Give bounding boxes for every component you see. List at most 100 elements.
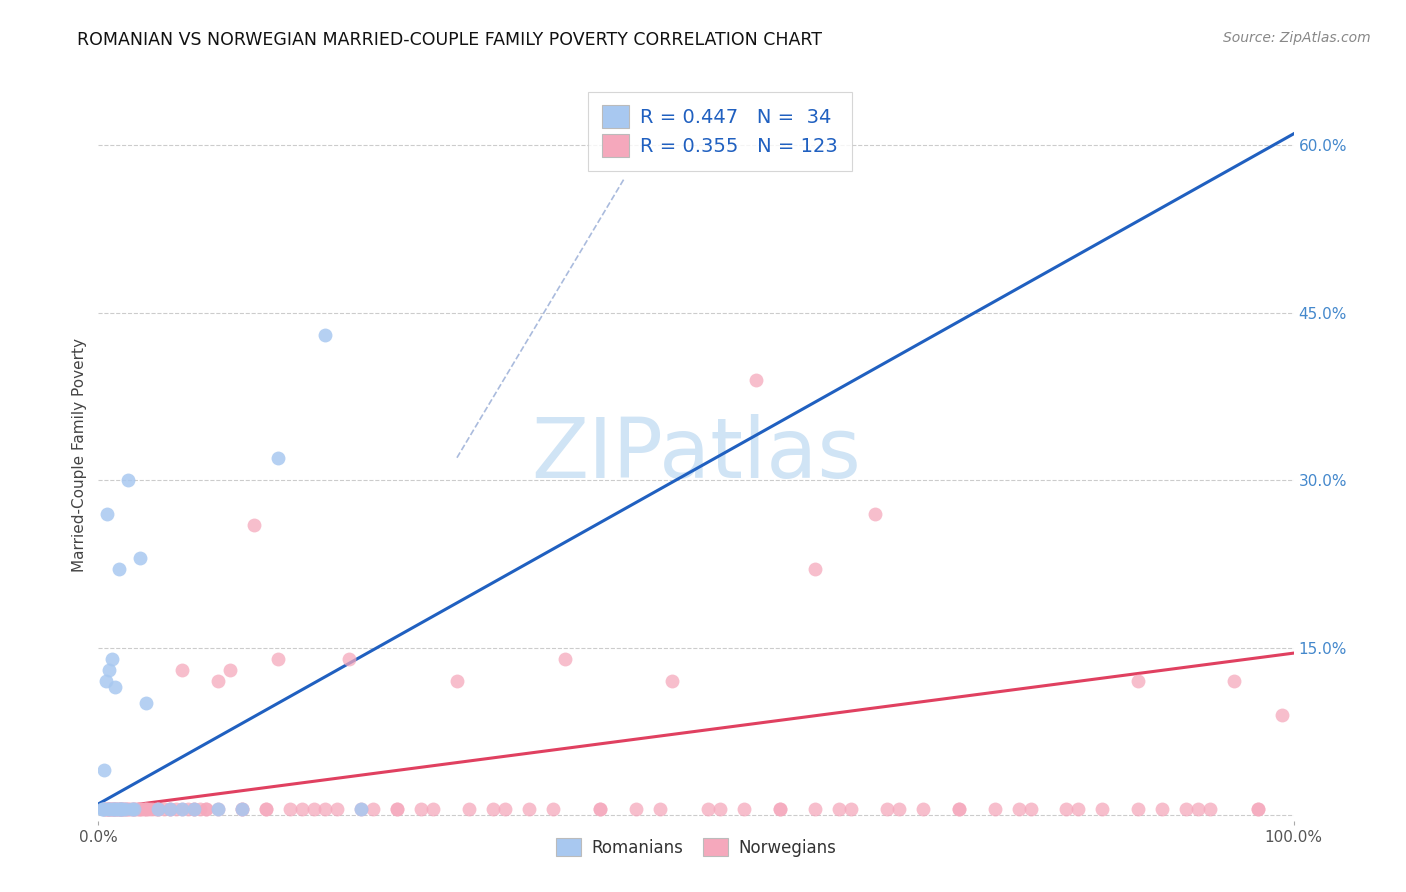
Point [103,802,125,816]
Point [411,802,433,816]
Point [122,802,145,816]
Point [135,697,157,711]
Point [1067,802,1090,816]
Point [302,802,325,816]
Point [129,551,152,566]
Point [94,674,117,689]
Point [254,802,277,816]
Point [363,802,385,816]
Point [93,802,115,816]
Point [458,802,481,816]
Point [117,802,139,816]
Point [121,802,143,816]
Point [93,802,115,816]
Point [183,802,205,816]
Point [804,562,827,576]
Point [98,802,122,816]
Point [93,764,115,778]
Point [1128,674,1150,689]
Point [1056,802,1078,816]
Point [339,651,361,665]
Point [96,802,118,816]
Point [1187,802,1209,816]
Point [1019,802,1042,816]
Point [98,802,122,816]
Point [110,802,132,816]
Point [231,802,253,816]
Point [98,802,121,816]
Point [350,802,373,816]
Y-axis label: Married-Couple Family Poverty: Married-Couple Family Poverty [72,338,87,572]
Point [107,562,129,576]
Point [207,802,229,816]
Point [231,802,253,816]
Point [107,802,129,816]
Point [183,802,205,816]
Point [112,802,135,816]
Point [494,802,516,816]
Point [865,507,887,521]
Point [195,802,218,816]
Point [172,802,194,816]
Point [517,802,540,816]
Point [91,802,114,816]
Point [138,802,160,816]
Point [141,802,163,816]
Point [104,680,127,694]
Point [148,802,170,816]
Point [110,802,132,816]
Point [876,802,898,816]
Point [97,802,120,816]
Point [1175,802,1198,816]
Point [177,802,200,816]
Point [125,802,148,816]
Point [315,327,337,342]
Point [911,802,934,816]
Point [105,802,128,816]
Point [111,802,134,816]
Point [117,802,139,816]
Point [128,802,150,816]
Point [104,802,127,816]
Point [195,802,218,816]
Point [804,802,827,816]
Point [219,663,242,677]
Point [108,802,131,816]
Point [135,802,157,816]
Point [1008,802,1031,816]
Point [135,802,157,816]
Point [385,802,409,816]
Point [98,802,122,816]
Point [1199,802,1222,816]
Point [385,802,409,816]
Point [101,802,124,816]
Point [1271,707,1294,722]
Point [589,802,612,816]
Point [697,802,720,816]
Point [589,802,612,816]
Point [124,802,146,816]
Point [350,802,373,816]
Point [291,802,314,816]
Point [481,802,505,816]
Point [117,473,139,487]
Point [243,517,266,532]
Point [101,802,124,816]
Point [172,663,194,677]
Point [733,802,755,816]
Point [94,802,117,816]
Point [120,802,142,816]
Point [115,802,138,816]
Point [745,372,768,386]
Point [267,651,290,665]
Point [267,450,290,465]
Point [108,802,131,816]
Point [183,802,205,816]
Text: ZIPatlas: ZIPatlas [531,415,860,495]
Point [103,802,125,816]
Point [172,802,194,816]
Point [107,802,129,816]
Point [626,802,648,816]
Point [1247,802,1270,816]
Point [124,802,146,816]
